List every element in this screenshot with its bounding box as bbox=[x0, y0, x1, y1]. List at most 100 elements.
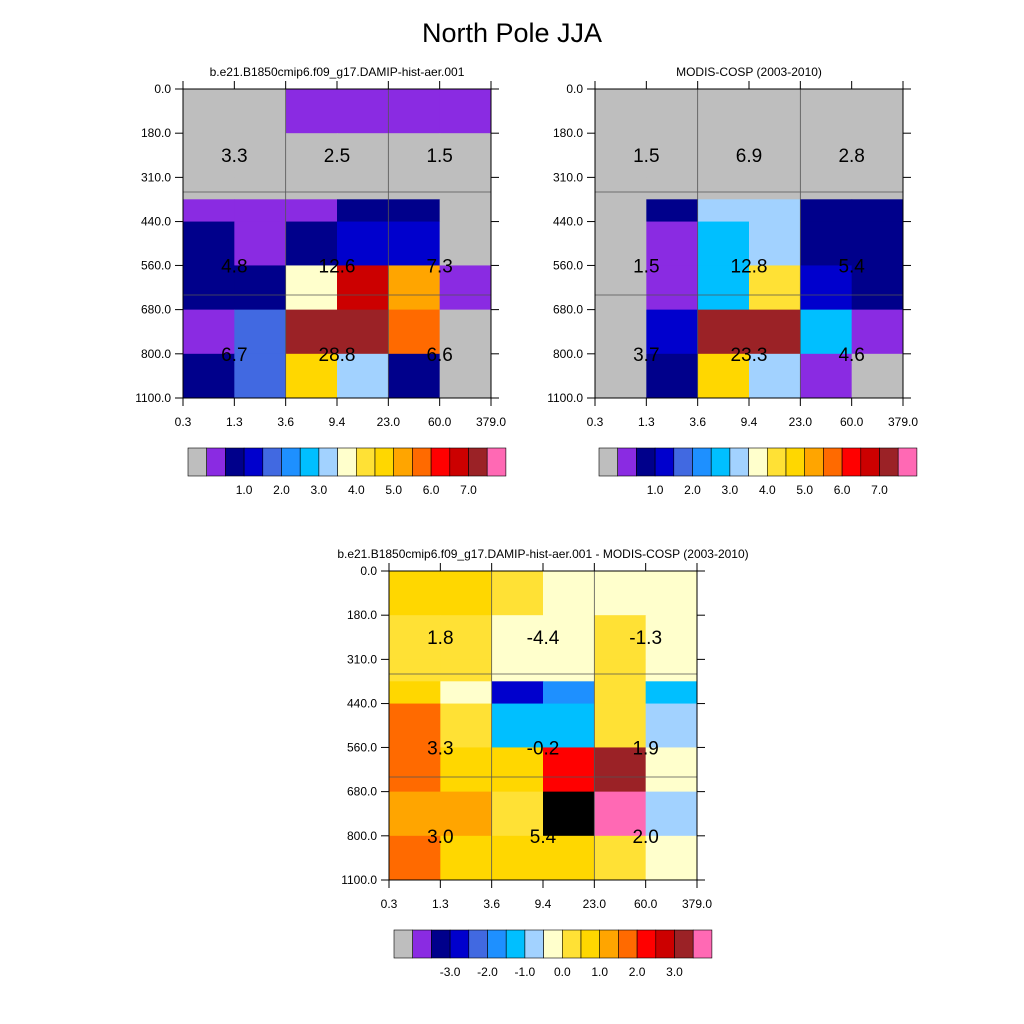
colorbar-swatch bbox=[785, 447, 806, 477]
colorbar-swatch bbox=[524, 929, 544, 959]
heatmap-cell bbox=[234, 133, 287, 178]
colorbar-label: -1.0 bbox=[515, 965, 536, 979]
panel-title: MODIS-COSP (2003-2010) bbox=[676, 65, 822, 79]
heatmap-cell bbox=[491, 659, 544, 682]
heatmap-cell bbox=[595, 199, 647, 223]
heatmap-cell bbox=[491, 703, 544, 748]
cell-value-label: 12.6 bbox=[319, 256, 356, 277]
colorbar-swatch bbox=[430, 447, 451, 477]
cell-value-label: 2.5 bbox=[324, 146, 350, 167]
colorbar-swatch bbox=[748, 447, 768, 477]
y-tick-label: 560.0 bbox=[347, 740, 377, 754]
heatmap-cell bbox=[594, 659, 647, 682]
heatmap-cell bbox=[749, 353, 801, 399]
heatmap-cell bbox=[543, 835, 595, 881]
colorbar-swatch bbox=[337, 447, 357, 477]
heatmap-cell bbox=[594, 791, 647, 837]
heatmap-cell bbox=[234, 89, 287, 134]
heatmap-cell bbox=[645, 681, 698, 705]
x-tick-label: 60.0 bbox=[634, 897, 658, 911]
heatmap-cell bbox=[285, 265, 338, 311]
heatmap-cell bbox=[645, 703, 698, 748]
heatmap-cell bbox=[851, 309, 904, 355]
colorbar-label: 2.0 bbox=[684, 483, 701, 497]
cell-value-label: 28.8 bbox=[319, 345, 356, 366]
heatmap-cell bbox=[491, 791, 544, 837]
heatmap-cell bbox=[440, 681, 493, 705]
colorbar-label: 6.0 bbox=[423, 483, 440, 497]
cell-value-label: 2.8 bbox=[838, 146, 864, 167]
cell-value-label: 6.6 bbox=[426, 345, 452, 366]
y-tick-label: 310.0 bbox=[347, 652, 377, 666]
heatmap-cell bbox=[646, 177, 699, 200]
panel-title: b.e21.B1850cmip6.f09_g17.DAMIP-hist-aer.… bbox=[337, 547, 748, 561]
heatmap-cell bbox=[439, 309, 492, 355]
y-tick-label: 0.0 bbox=[360, 564, 377, 578]
x-tick-label: 23.0 bbox=[789, 415, 813, 429]
heatmap-cell bbox=[234, 309, 287, 355]
heatmap-cell bbox=[851, 89, 904, 134]
cell-value-label: 1.5 bbox=[633, 146, 659, 167]
heatmap-cell bbox=[389, 703, 441, 748]
colorbar-swatch bbox=[710, 447, 731, 477]
colorbar-label: 1.0 bbox=[236, 483, 253, 497]
heatmap-cell bbox=[491, 747, 544, 793]
heatmap-cell bbox=[183, 221, 235, 266]
colorbar-swatch bbox=[449, 929, 470, 959]
heatmap-cell bbox=[388, 177, 441, 200]
colorbar-swatch bbox=[673, 447, 693, 477]
heatmap-cell bbox=[594, 703, 647, 748]
x-tick-label: 379.0 bbox=[888, 415, 918, 429]
colorbar-swatch bbox=[412, 447, 432, 477]
heatmap-cell bbox=[697, 265, 750, 311]
y-tick-label: 440.0 bbox=[141, 215, 171, 229]
heatmap-cell bbox=[595, 133, 647, 178]
cell-value-label: -1.3 bbox=[629, 628, 662, 649]
colorbar-swatch bbox=[879, 447, 899, 477]
x-tick-label: 0.3 bbox=[381, 897, 398, 911]
colorbar-swatch bbox=[692, 929, 713, 959]
heatmap-cell bbox=[543, 681, 595, 705]
heatmap-cell bbox=[285, 133, 338, 178]
heatmap-cell bbox=[646, 199, 699, 223]
heatmap-cell bbox=[645, 615, 698, 660]
y-tick-label: 680.0 bbox=[141, 303, 171, 317]
heatmap-cell bbox=[697, 309, 750, 355]
heatmap-cell bbox=[645, 659, 698, 682]
figure-title: North Pole JJA bbox=[421, 18, 603, 48]
cell-value-label: 12.8 bbox=[731, 256, 768, 277]
heatmap-cell bbox=[697, 177, 750, 200]
cell-value-label: 1.5 bbox=[633, 256, 659, 277]
heatmap-cell bbox=[337, 133, 389, 178]
x-tick-label: 23.0 bbox=[377, 415, 401, 429]
x-tick-label: 0.3 bbox=[175, 415, 192, 429]
colorbar-swatch bbox=[617, 447, 637, 477]
x-tick-label: 60.0 bbox=[428, 415, 452, 429]
heatmap-cell bbox=[439, 177, 492, 200]
heatmap-cell bbox=[337, 221, 389, 266]
heatmap-cell bbox=[595, 353, 647, 399]
colorbar-swatch bbox=[636, 929, 657, 959]
heatmap-cell bbox=[440, 703, 493, 748]
colorbar-swatch bbox=[355, 447, 376, 477]
cell-value-label: 2.0 bbox=[632, 827, 658, 848]
colorbar-swatch bbox=[468, 929, 488, 959]
colorbar-swatch bbox=[206, 447, 226, 477]
heatmap-cell bbox=[285, 309, 338, 355]
heatmap-cell bbox=[389, 791, 441, 837]
heatmap-cell bbox=[697, 89, 750, 134]
heatmap-cell bbox=[749, 265, 801, 311]
x-tick-label: 1.3 bbox=[638, 415, 655, 429]
colorbar-swatch bbox=[598, 447, 619, 477]
colorbar-swatch bbox=[860, 447, 880, 477]
panel-1: 0.0 180.0 310.0 440.0 560.0 680.0 800.0 1100.0 0… bbox=[135, 65, 506, 497]
heatmap-cell bbox=[389, 835, 441, 881]
heatmap-cell bbox=[440, 835, 493, 881]
cell-value-label: 4.8 bbox=[221, 256, 247, 277]
cell-value-label: 7.3 bbox=[426, 256, 452, 277]
y-tick-label: 560.0 bbox=[141, 258, 171, 272]
colorbar-label: 2.0 bbox=[273, 483, 290, 497]
colorbar-label: 0.0 bbox=[554, 965, 571, 979]
x-tick-label: 379.0 bbox=[682, 897, 712, 911]
colorbar-label: 3.0 bbox=[722, 483, 739, 497]
